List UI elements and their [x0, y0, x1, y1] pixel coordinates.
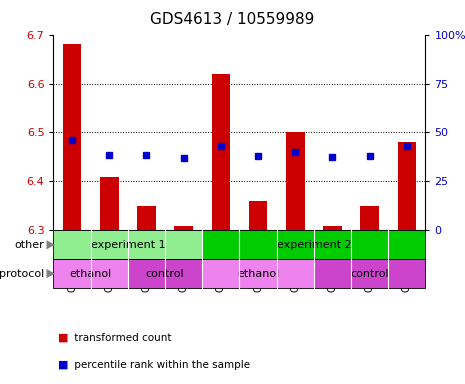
Bar — [212, 74, 230, 230]
Bar — [323, 225, 342, 230]
Text: ■: ■ — [58, 333, 69, 343]
Text: experiment 2: experiment 2 — [277, 240, 351, 250]
Bar — [202, 230, 425, 259]
Text: other: other — [14, 240, 44, 250]
Text: ■: ■ — [58, 360, 69, 370]
Bar — [63, 45, 81, 230]
Bar — [286, 132, 305, 230]
Bar — [53, 230, 202, 259]
Text: ■  transformed count: ■ transformed count — [58, 333, 172, 343]
Bar — [314, 259, 425, 288]
Text: GDS4613 / 10559989: GDS4613 / 10559989 — [150, 12, 315, 26]
Text: ■  percentile rank within the sample: ■ percentile rank within the sample — [58, 360, 250, 370]
Bar — [398, 142, 416, 230]
Bar — [100, 177, 119, 230]
Text: protocol: protocol — [0, 268, 44, 279]
Bar — [137, 206, 156, 230]
Bar — [202, 259, 314, 288]
Text: control: control — [350, 268, 389, 279]
Bar — [53, 259, 128, 288]
Bar — [360, 206, 379, 230]
Bar — [128, 259, 202, 288]
Polygon shape — [46, 240, 55, 250]
Text: ethanol: ethanol — [70, 268, 112, 279]
Text: experiment 1: experiment 1 — [91, 240, 165, 250]
Bar — [249, 201, 267, 230]
Text: control: control — [146, 268, 185, 279]
Bar — [174, 225, 193, 230]
Polygon shape — [46, 269, 55, 278]
Text: ethanol: ethanol — [237, 268, 279, 279]
